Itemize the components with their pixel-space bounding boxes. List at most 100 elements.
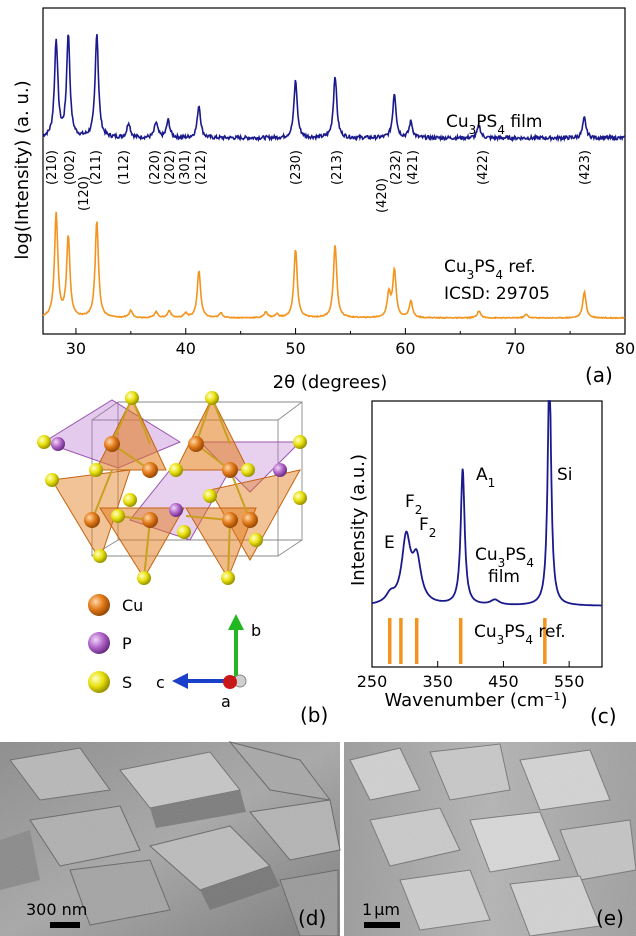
s-atom [89, 463, 103, 477]
raman-x-tick-label: 350 [422, 672, 453, 691]
legend-s-icon [88, 671, 110, 693]
xrd-ref-icsd-label: ICSD: 29705 [444, 284, 550, 304]
panel-label-b: (b) [300, 703, 328, 727]
raman-film-label-line2: film [488, 567, 520, 587]
raman-peak-label-si: Si [557, 465, 573, 485]
xrd-x-tick-label: 40 [176, 339, 196, 358]
panel-label-e: (e) [596, 906, 624, 930]
xrd-ref-label: Cu3PS4 ref. [444, 257, 536, 282]
panel-label-d: (d) [298, 906, 326, 930]
xrd-x-tick-label: 80 [615, 339, 635, 358]
legend-s-label: S [122, 673, 132, 692]
legend-p-icon [88, 632, 110, 654]
s-atom [169, 463, 183, 477]
sem-d-scale-label: 300 nm [26, 900, 87, 919]
legend-p-label: P [122, 634, 132, 653]
s-atom [205, 391, 219, 405]
cu-atom [142, 462, 158, 478]
cu-atom [222, 512, 238, 528]
hkl-421: (421) [406, 150, 421, 185]
xrd-x-tick-label: 70 [505, 339, 525, 358]
hkl-301: (301) [178, 150, 193, 185]
raman-film-label: Cu3PS4 [475, 545, 534, 570]
raman-x-axis-label: Wavenumber (cm−1) [384, 690, 567, 712]
p-atom [51, 437, 65, 451]
c-axis-arrowhead [172, 673, 188, 689]
panel-label-c: (c) [590, 704, 617, 728]
p-atom [169, 503, 183, 517]
raman-x-tick-label: 450 [488, 672, 519, 691]
hkl-232: (232) [389, 150, 404, 185]
sem-d-noise [0, 742, 340, 936]
xrd-x-tick-label: 30 [66, 339, 86, 358]
sem-e-noise [344, 742, 636, 936]
xrd-film-label: Cu3PS4 film [446, 112, 542, 137]
s-atom [37, 435, 51, 449]
cu-atom [142, 512, 158, 528]
raman-plot-frame [371, 400, 603, 668]
xrd-y-axis-label: log(Intensity) (a. u.) [12, 80, 33, 259]
raman-panel: 250 350 450 550 Intensity (a.u.) Wavenumber… [348, 400, 617, 728]
hkl-120: (120) [77, 176, 92, 211]
raman-x-tick-label: 550 [554, 672, 585, 691]
sem-image-e: 1 μm (e) [344, 742, 636, 936]
raman-peak-label-f2-b: F2 [419, 515, 436, 540]
axis-label-b: b [251, 621, 261, 640]
raman-peak-label-e: E [384, 533, 395, 553]
xrd-series-group [42, 34, 626, 320]
legend-cu-label: Cu [122, 596, 143, 615]
raman-x-tick-label: 250 [357, 672, 388, 691]
s-atom [293, 491, 307, 505]
s-atom [93, 549, 107, 563]
sem-d-scale-bar [50, 922, 80, 928]
s-atom [45, 473, 59, 487]
crystal-axes-triad: b c a [156, 614, 261, 711]
hkl-420: (420) [375, 178, 390, 213]
cu-atom [84, 512, 100, 528]
cu-atom [242, 512, 258, 528]
raman-peak-label-f2-a: F2 [405, 492, 422, 517]
b-axis-arrowhead [228, 614, 244, 630]
hkl-002: (002) [63, 150, 78, 185]
hkl-112: (112) [117, 150, 132, 185]
atoms [37, 391, 307, 585]
cu-atom [104, 436, 120, 452]
xrd-x-tick-label: 50 [285, 339, 305, 358]
atom-legend: Cu P S [88, 594, 143, 693]
hkl-422: (422) [476, 150, 491, 185]
a-axis-dot [223, 675, 237, 689]
s-atom [137, 571, 151, 585]
s-atom [249, 533, 263, 547]
s-atom [177, 525, 191, 539]
xrd-film-line [42, 34, 626, 143]
s-atom [221, 571, 235, 585]
raman-y-axis-label: Intensity (a.u.) [348, 454, 369, 586]
xrd-reference-line [42, 211, 626, 320]
hkl-230: (230) [289, 150, 304, 185]
hkl-212: (212) [194, 150, 209, 185]
hkl-211: (211) [89, 150, 104, 185]
hkl-210: (210) [45, 150, 60, 185]
s-atom [111, 509, 125, 523]
xrd-x-ticks: 30 40 50 60 70 80 [66, 328, 635, 358]
bonds [91, 397, 251, 579]
s-atom [203, 489, 217, 503]
panel-label-a: (a) [585, 363, 613, 387]
axis-label-a: a [221, 692, 231, 711]
s-atom [293, 435, 307, 449]
raman-peak-label-a1: A1 [476, 465, 495, 490]
hkl-213: (213) [330, 150, 345, 185]
s-atom [123, 493, 137, 507]
xrd-x-tick-label: 60 [395, 339, 415, 358]
s-atom [241, 463, 255, 477]
hkl-202: (202) [163, 150, 178, 185]
axis-label-c: c [156, 673, 165, 692]
hkl-423: (423) [578, 150, 593, 185]
raman-film-line [372, 400, 602, 607]
cu-atom [188, 436, 204, 452]
xrd-panel: 30 40 50 60 70 80 log(Intensity) (a. u.) 2θ (… [12, 7, 635, 393]
tetrahedra [42, 396, 302, 580]
s-atom [125, 391, 139, 405]
raman-ref-label: Cu3PS4 ref. [474, 622, 566, 647]
